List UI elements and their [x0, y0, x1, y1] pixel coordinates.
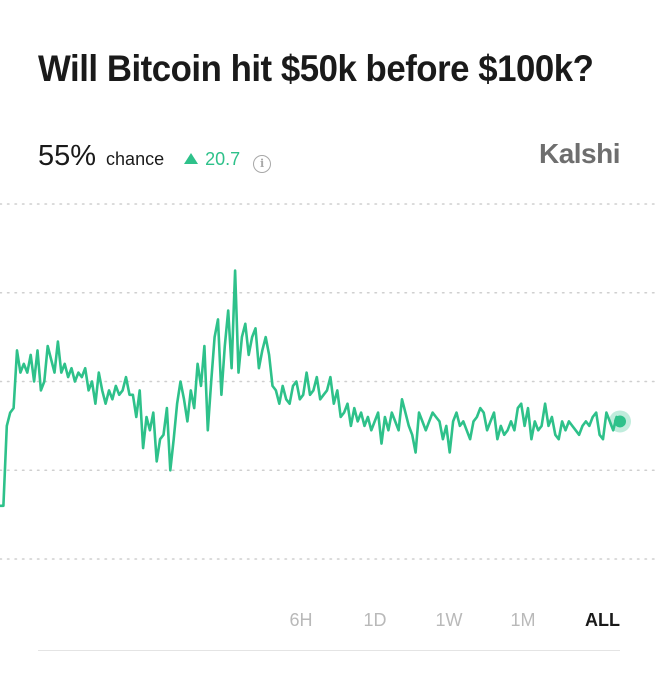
- change-value: 20.7: [205, 149, 241, 169]
- tab-1w[interactable]: 1W: [435, 610, 463, 630]
- time-range-tabs: 6H 1D 1W 1M ALL: [0, 610, 620, 631]
- series-line: [0, 269, 622, 508]
- tab-6h[interactable]: 6H: [289, 610, 313, 630]
- brand-logo: Kalshi: [538, 138, 621, 169]
- change-indicator: 20.7 i: [184, 149, 272, 173]
- divider: [38, 650, 620, 651]
- probability-value: 55%: [38, 140, 97, 172]
- stats-row: 55% chance 20.7 i: [38, 140, 272, 173]
- tab-1m[interactable]: 1M: [510, 610, 536, 630]
- market-title: Will Bitcoin hit $50k before $100k?: [38, 48, 594, 89]
- up-triangle-icon: [184, 153, 199, 164]
- info-icon[interactable]: i: [253, 154, 272, 173]
- price-chart: [0, 203, 658, 560]
- chance-label: chance: [106, 149, 165, 169]
- tab-1d[interactable]: 1D: [363, 610, 387, 630]
- tab-all[interactable]: ALL: [585, 610, 620, 630]
- last-point-marker: [614, 415, 626, 428]
